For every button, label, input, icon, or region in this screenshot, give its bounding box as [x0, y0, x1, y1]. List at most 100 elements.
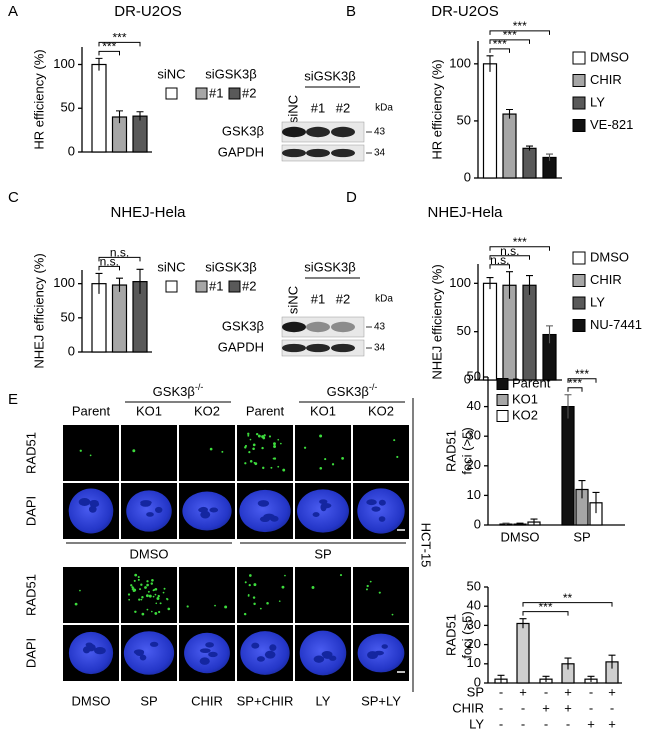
nucleolus [135, 649, 144, 657]
y-tick-label: 0 [474, 516, 481, 531]
legend-swatch [496, 378, 509, 390]
legend-swatch [228, 87, 241, 100]
column-label: KO1 [136, 403, 162, 418]
focus [137, 575, 140, 579]
blot-band [331, 321, 355, 333]
y-tick-label: 10 [467, 487, 481, 502]
focus [365, 588, 368, 591]
error-bar [592, 491, 600, 514]
focus [369, 580, 372, 583]
focus [209, 447, 213, 451]
error-bar [116, 110, 123, 124]
condition-name: LY [469, 716, 484, 731]
focus [319, 466, 323, 470]
legend-swatch [228, 280, 241, 293]
focus [128, 598, 131, 601]
nucleolus [88, 505, 97, 513]
nucleolus [323, 654, 333, 659]
chart-title: DR-U2OS [431, 3, 499, 20]
focus [263, 434, 266, 437]
legend-swatch [572, 74, 586, 87]
lane-label: #2 [336, 291, 350, 306]
focus [247, 432, 250, 436]
focus [278, 600, 281, 602]
focus [148, 594, 152, 598]
focus [186, 605, 189, 608]
focus [341, 457, 344, 460]
error-bar [136, 111, 144, 121]
condition-sign: - [589, 684, 593, 699]
y-tick-label: 50 [467, 578, 481, 593]
significance-bracket [522, 602, 613, 607]
condition-sign: - [521, 700, 525, 715]
bar [482, 63, 498, 179]
cell-line-label: HCT-15 [419, 523, 434, 568]
significance-label: *** [513, 19, 527, 33]
error-bar [136, 268, 144, 294]
focus [249, 438, 252, 441]
error-bar [486, 55, 494, 72]
nucleolus [94, 647, 106, 655]
treatment-label: DMSO [130, 546, 169, 561]
y-tick-label: 50 [467, 368, 481, 383]
focus [130, 584, 133, 587]
y-tick-label: 100 [449, 55, 471, 70]
lane-label: #2 [336, 100, 350, 115]
blot-header: siGSK3β [304, 259, 356, 274]
panel-label: E [8, 391, 18, 408]
error-bar [546, 325, 553, 344]
blot-band [331, 126, 355, 138]
significance-label: *** [493, 37, 507, 51]
focus [159, 602, 162, 605]
chart-title: NHEJ-Hela [427, 204, 503, 221]
focus [89, 454, 92, 457]
y-tick-label: 0 [68, 143, 75, 158]
micrograph [237, 567, 293, 623]
focus [140, 583, 143, 586]
focus [249, 574, 252, 577]
focus [74, 602, 78, 606]
column-label: LY [316, 693, 331, 708]
focus [262, 466, 265, 470]
legend-label: LY [590, 294, 605, 309]
focus [244, 462, 247, 465]
error-bar [608, 654, 616, 669]
legend-label: KO1 [512, 391, 538, 406]
error-bar [95, 272, 103, 294]
nucleolus [251, 642, 260, 649]
blot-band [331, 343, 355, 353]
significance-bracket [489, 30, 550, 35]
blot-band [282, 343, 306, 353]
blot-band [306, 321, 330, 333]
significance-label: n.s. [490, 253, 509, 267]
bar [132, 115, 148, 153]
bar [502, 113, 517, 179]
y-tick-label: 100 [449, 275, 471, 290]
y-tick-label: 30 [467, 428, 481, 443]
y-tick-label: 20 [467, 636, 481, 651]
focus [262, 436, 266, 440]
y-tick-label: 0 [474, 674, 481, 689]
focus [154, 593, 157, 596]
focus [249, 459, 253, 463]
significance-label: *** [503, 28, 517, 42]
error-bar [542, 675, 550, 683]
focus [378, 591, 381, 594]
condition-name: SP [467, 684, 484, 699]
legend-swatch [572, 319, 586, 332]
condition-sign: - [521, 716, 525, 731]
condition-sign: + [608, 684, 616, 699]
nucleolus [139, 654, 147, 661]
nucleolus [209, 507, 219, 513]
condition-sign: - [499, 716, 503, 731]
significance-label: *** [513, 235, 527, 249]
error-bar [526, 145, 533, 151]
error-bar [546, 153, 553, 161]
focus [139, 588, 142, 591]
error-bar [587, 675, 595, 683]
marker-label: 43 [374, 127, 386, 138]
condition-sign: - [589, 700, 593, 715]
micrograph [121, 425, 177, 481]
legend-label: #1 [209, 278, 223, 293]
focus [391, 613, 394, 616]
